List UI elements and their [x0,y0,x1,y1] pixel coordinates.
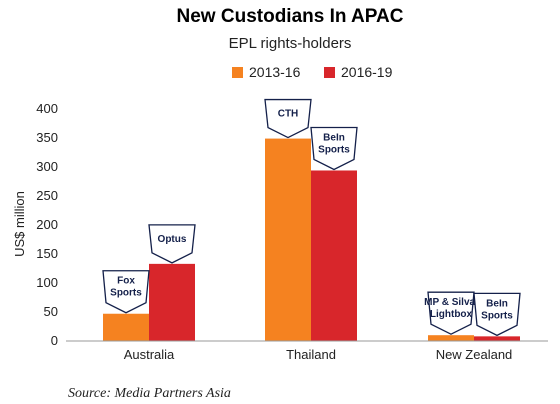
holder-tag-shape [264,98,312,139]
y-tick-label: 200 [36,217,58,232]
bar-2016-19-australia [149,263,195,341]
chart-subtitle: EPL rights-holders [229,35,352,52]
y-tick-label: 150 [36,246,58,261]
bar-2013-16-thailand [265,138,311,341]
y-axis-label: US$ million [12,191,27,257]
chart-title: New Custodians In APAC [177,6,404,27]
legend-swatch-2013-16 [232,67,243,78]
holder-tag-label: Fox [117,276,135,287]
holder-tag-label: Lightbox [430,309,473,320]
y-tick-label: 300 [36,159,58,174]
y-tick-label: 100 [36,275,58,290]
y-tick-label: 400 [36,101,58,116]
x-axis-categories: Australia Thailand New Zealand [124,347,513,362]
holder-tag: CTH [264,98,312,139]
holder-tag-label: BeIn [323,132,345,143]
x-category-label: Thailand [286,347,336,362]
legend-label-2016-19: 2016-19 [341,64,393,80]
y-tick-label: 0 [51,333,58,348]
bar-2013-16-australia [103,313,149,341]
holder-tag-label: Sports [318,144,350,155]
holder-tag-shape [148,224,196,264]
y-axis-ticks: 0 50 100 150 200 250 300 350 400 [36,101,58,348]
holder-tag: MP & Silva,Lightbox [424,291,478,335]
legend: 2013-16 2016-19 [232,64,393,80]
holder-tag-label: CTH [278,109,299,120]
bar-2016-19-new-zealand [474,336,520,341]
holder-tag-label: Sports [110,288,142,299]
y-tick-label: 350 [36,130,58,145]
holder-tag-shape [310,126,358,171]
holder-tag-label: Sports [481,310,513,321]
source-note: Source: Media Partners Asia [68,386,231,401]
legend-label-2013-16: 2013-16 [249,64,301,80]
holder-tag-label: MP & Silva, [424,297,478,308]
holder-tag-label: BeIn [486,298,508,309]
legend-swatch-2016-19 [324,67,335,78]
holder-tag: Optus [148,224,196,264]
holder-tag-shape [427,291,475,335]
holder-tag-shape [473,292,521,337]
holder-tag-label: Optus [158,234,187,245]
bar-2013-16-new-zealand [428,335,474,341]
x-category-label: New Zealand [436,347,513,362]
x-category-label: Australia [124,347,175,362]
y-tick-label: 250 [36,188,58,203]
bar-2016-19-thailand [311,170,357,341]
bars [103,138,520,341]
y-tick-label: 50 [44,304,58,319]
holder-tag-shape [102,270,150,314]
